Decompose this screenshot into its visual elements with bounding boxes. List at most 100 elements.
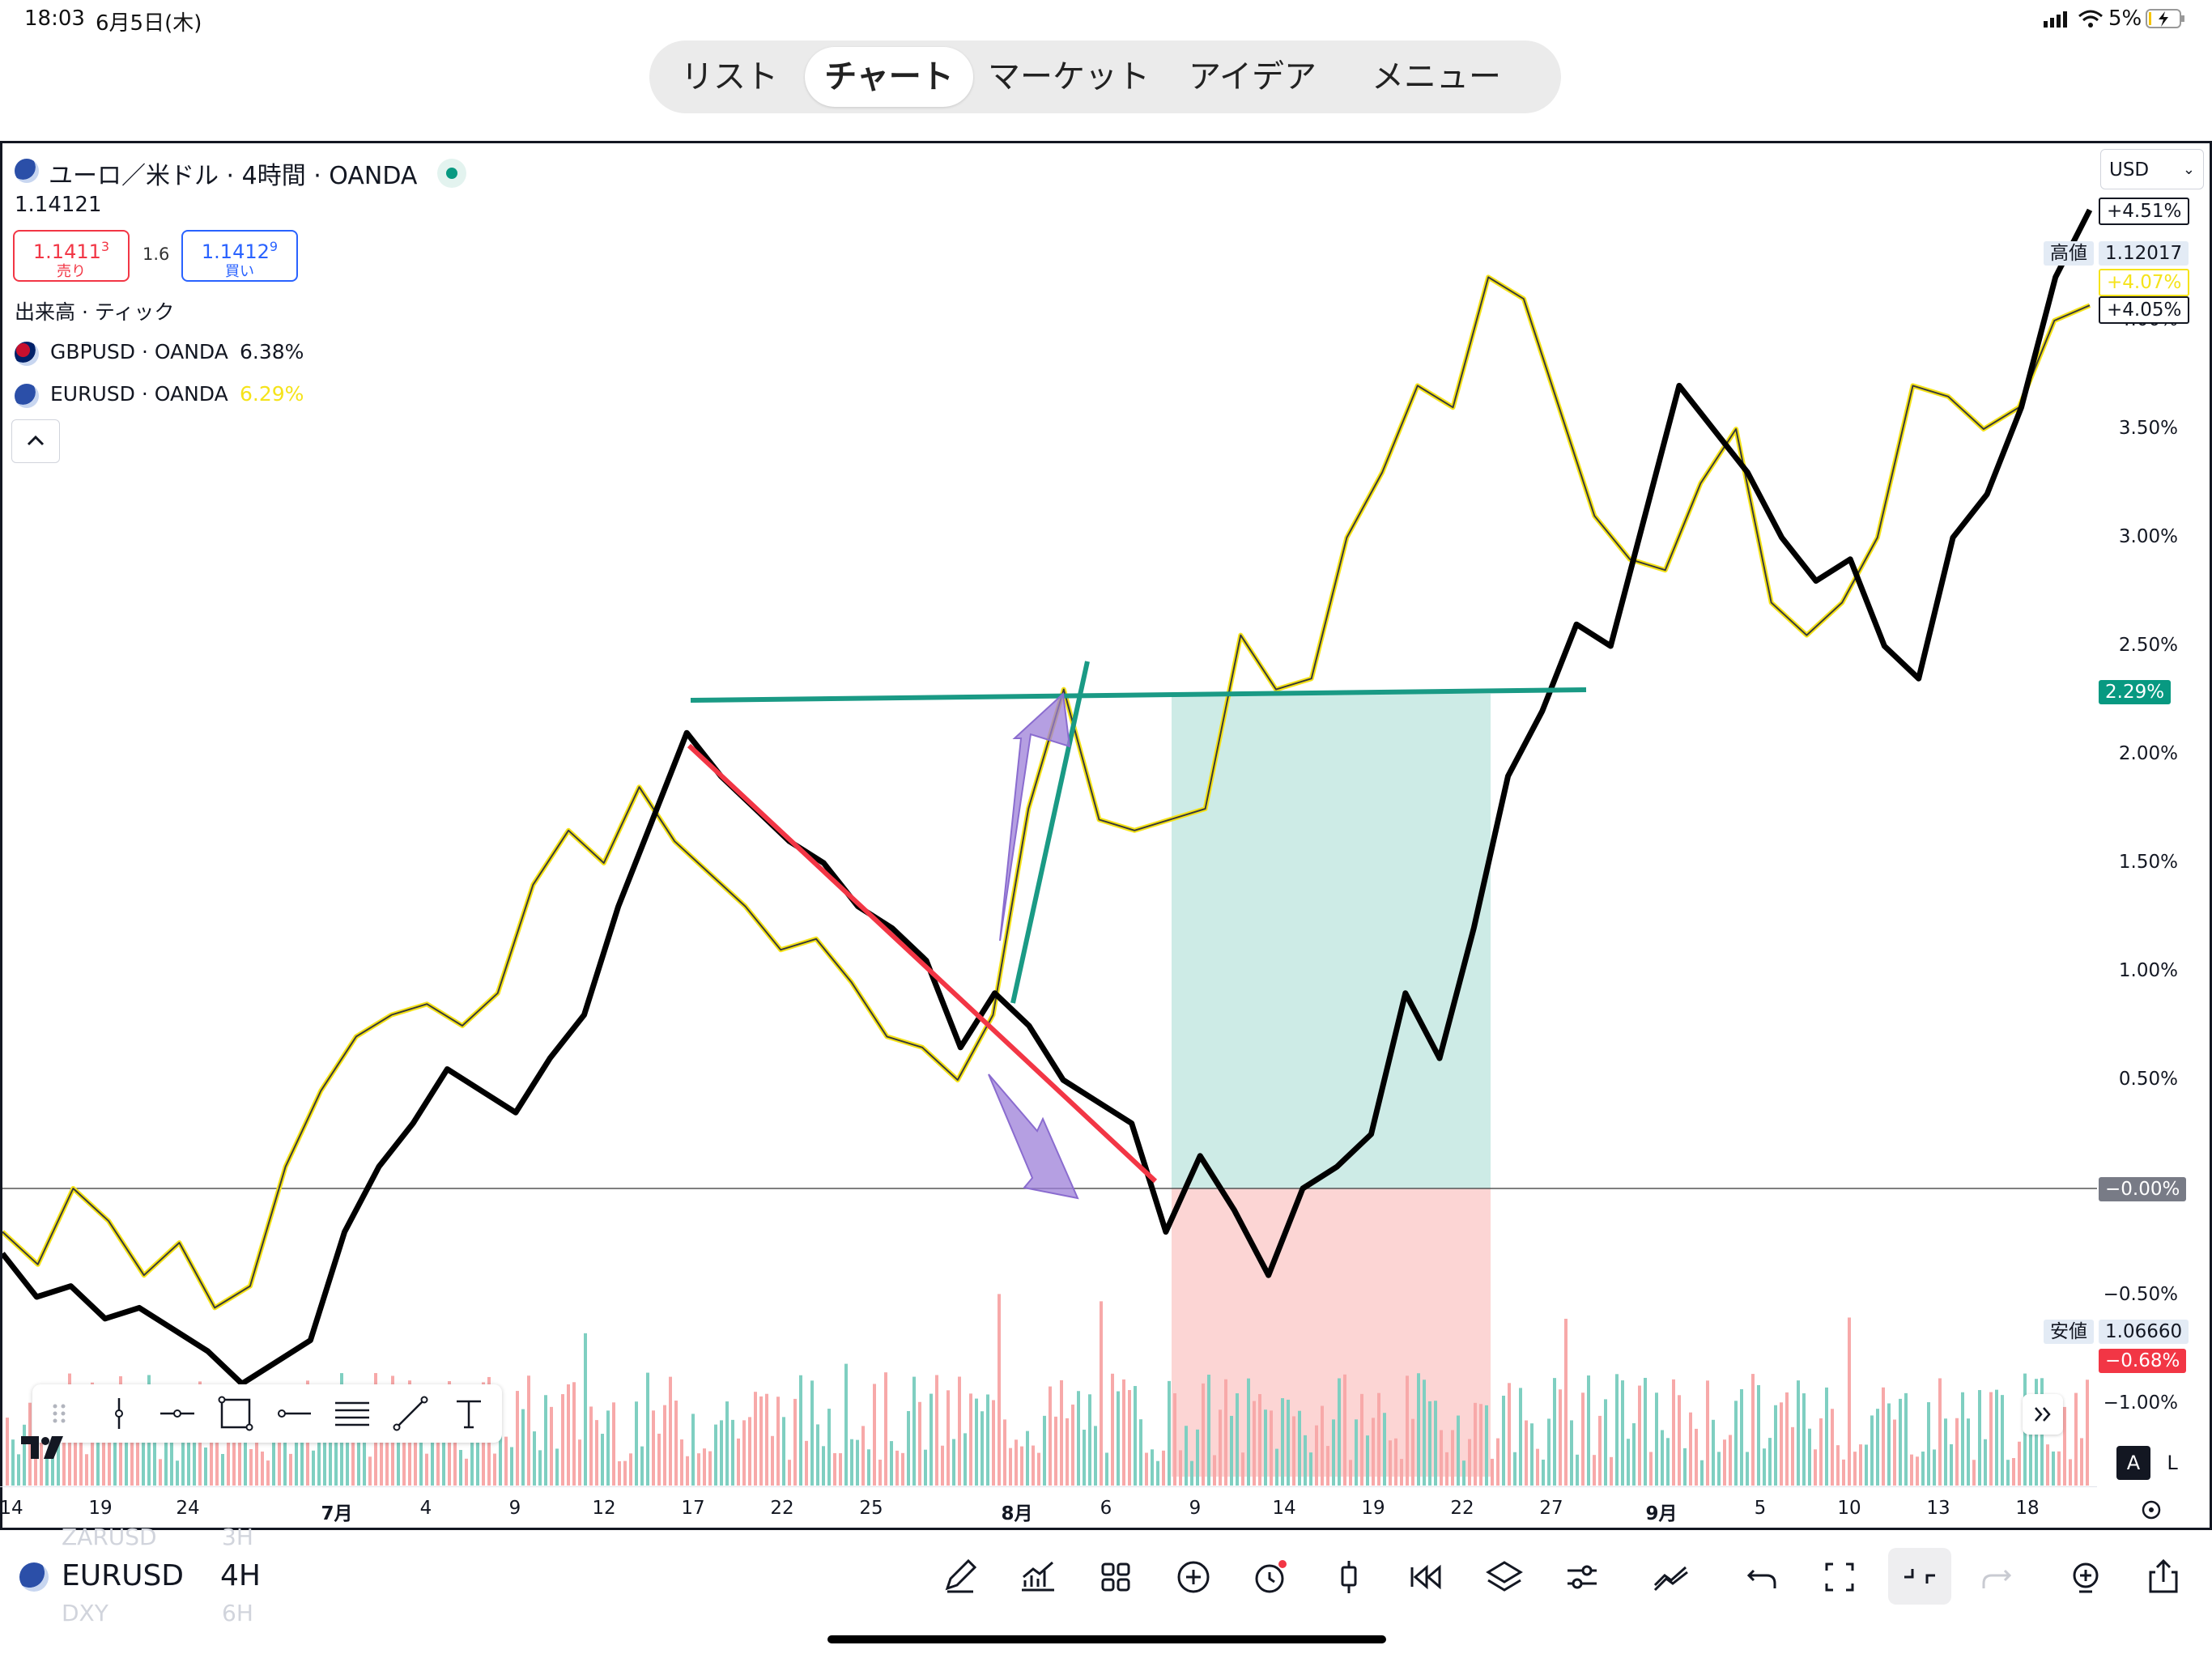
breakout-line <box>1010 661 1090 1004</box>
fullscreen-icon[interactable] <box>1815 1553 1864 1601</box>
x-tick: 25 <box>859 1498 883 1519</box>
undo-icon[interactable] <box>1738 1553 1786 1601</box>
volume-bar <box>1712 1419 1715 1486</box>
top-navigation: リスト チャート マーケット アイデア メニュー <box>649 40 1561 113</box>
bottom-interval[interactable]: 4H <box>220 1559 261 1592</box>
expand-panel-button[interactable] <box>2023 1394 2063 1435</box>
volume-bar <box>1349 1460 1352 1486</box>
chart-area[interactable] <box>2 143 2097 1528</box>
volume-bar <box>720 1420 723 1486</box>
volume-bar <box>1015 1439 1018 1486</box>
tag-red: −0.68% <box>2099 1349 2187 1373</box>
fib-retracement-tool-icon[interactable] <box>330 1392 374 1435</box>
candles-icon[interactable] <box>1325 1553 1373 1601</box>
volume-bar <box>204 1448 207 1486</box>
volume-bar <box>1553 1378 1556 1486</box>
volume-bar <box>1457 1415 1460 1486</box>
collapse-icon[interactable] <box>1888 1548 1951 1605</box>
volume-bar <box>1938 1378 1942 1486</box>
x-tick: 19 <box>1361 1498 1385 1519</box>
buy-button[interactable]: 1.14129 買い <box>181 230 298 282</box>
volume-bar <box>856 1439 859 1486</box>
volume-bar <box>1423 1380 1426 1486</box>
volume-bar <box>646 1372 649 1486</box>
compare-icon[interactable] <box>1647 1553 1695 1601</box>
horizontal-line-tool-icon[interactable] <box>155 1392 199 1435</box>
layers-icon[interactable] <box>1480 1553 1529 1601</box>
log-scale-button[interactable]: L <box>2167 1452 2178 1474</box>
volume-bar <box>725 1401 729 1486</box>
indicators-icon[interactable] <box>1014 1553 1062 1601</box>
axis-tick: 1.00% <box>2118 960 2178 981</box>
volume-bar <box>1479 1404 1482 1486</box>
layout-grid-icon[interactable] <box>1091 1553 1140 1601</box>
legend-eurusd-name[interactable]: EURUSD · OANDA <box>50 382 228 406</box>
volume-bar <box>788 1460 791 1486</box>
share-icon[interactable] <box>2139 1553 2188 1601</box>
volume-bar <box>1037 1452 1040 1486</box>
volume-bar <box>1621 1380 1624 1486</box>
volume-bar <box>1604 1399 1607 1486</box>
volume-bar <box>1819 1418 1823 1486</box>
tab-ideas[interactable]: アイデア <box>1189 58 1317 96</box>
volume-bar <box>890 1441 893 1486</box>
legend-gbpusd-name[interactable]: GBPUSD · OANDA <box>50 340 228 363</box>
vertical-line-tool-icon[interactable] <box>97 1392 141 1435</box>
volume-indicator-label[interactable]: 出来高 · ティック <box>15 300 175 324</box>
volume-bar <box>45 1456 49 1486</box>
replay-icon[interactable] <box>1402 1553 1451 1601</box>
bottom-symbol[interactable]: EURUSD <box>62 1559 185 1592</box>
settings-sliders-icon[interactable] <box>1558 1553 1606 1601</box>
tab-market[interactable]: マーケット <box>988 58 1150 96</box>
volume-bar <box>799 1375 802 1486</box>
volume-bar <box>2074 1392 2078 1486</box>
volume-bar <box>584 1333 587 1486</box>
auto-scale-button[interactable]: A <box>2116 1446 2150 1480</box>
volume-bar <box>1417 1373 1420 1486</box>
double-chevron-right-icon <box>2035 1407 2051 1422</box>
volume-bar <box>748 1417 751 1486</box>
add-alert-icon[interactable] <box>2061 1553 2110 1601</box>
chart-settings-icon[interactable] <box>2138 1496 2165 1524</box>
tab-list[interactable]: リスト <box>681 58 778 96</box>
drag-handle-icon[interactable] <box>39 1392 83 1435</box>
volume-bar <box>1848 1317 1851 1486</box>
alert-clock-icon[interactable] <box>1247 1553 1295 1601</box>
volume-bar <box>810 1380 814 1486</box>
volume-bar <box>975 1398 978 1486</box>
currency-selector[interactable]: USD ⌄ <box>2100 149 2204 189</box>
low-value: 1.06660 <box>2099 1320 2189 1344</box>
trend-line-tool-icon[interactable] <box>389 1392 432 1435</box>
tag-current-eur: +4.07% <box>2099 269 2190 296</box>
collapse-legend-button[interactable] <box>11 419 60 463</box>
sell-button[interactable]: 1.14113 売り <box>13 230 130 282</box>
volume-bar <box>96 1407 100 1486</box>
tab-chart[interactable]: チャート <box>805 47 973 107</box>
volume-bar <box>221 1454 224 1486</box>
add-icon[interactable] <box>1169 1553 1218 1601</box>
volume-bar <box>499 1397 502 1486</box>
volume-bar <box>618 1460 621 1486</box>
x-tick: 22 <box>770 1498 794 1519</box>
text-tool-icon[interactable] <box>447 1392 491 1435</box>
horizontal-ray-tool-icon[interactable] <box>272 1392 316 1435</box>
volume-bar <box>981 1411 984 1486</box>
redo-icon[interactable] <box>1972 1553 2021 1601</box>
volume-bar <box>295 1434 298 1486</box>
symbol-title[interactable]: ユーロ／米ドル · 4時間 · OANDA <box>49 162 418 190</box>
volume-bar <box>839 1453 842 1486</box>
pencil-icon[interactable] <box>936 1553 985 1601</box>
tab-menu[interactable]: メニュー <box>1372 58 1501 96</box>
volume-bar <box>1275 1448 1278 1486</box>
rectangle-tool-icon[interactable] <box>214 1392 257 1435</box>
volume-bar <box>283 1429 287 1486</box>
volume-bar <box>1814 1449 1817 1486</box>
x-tick: 17 <box>681 1498 705 1519</box>
status-time: 18:03 <box>24 6 85 31</box>
volume-bar <box>844 1363 848 1486</box>
x-tick: 13 <box>1926 1498 1950 1519</box>
volume-bar <box>516 1391 519 1486</box>
volume-bar <box>1887 1403 1891 1486</box>
volume-bar <box>742 1420 746 1486</box>
axis-tick: 3.50% <box>2118 418 2178 439</box>
